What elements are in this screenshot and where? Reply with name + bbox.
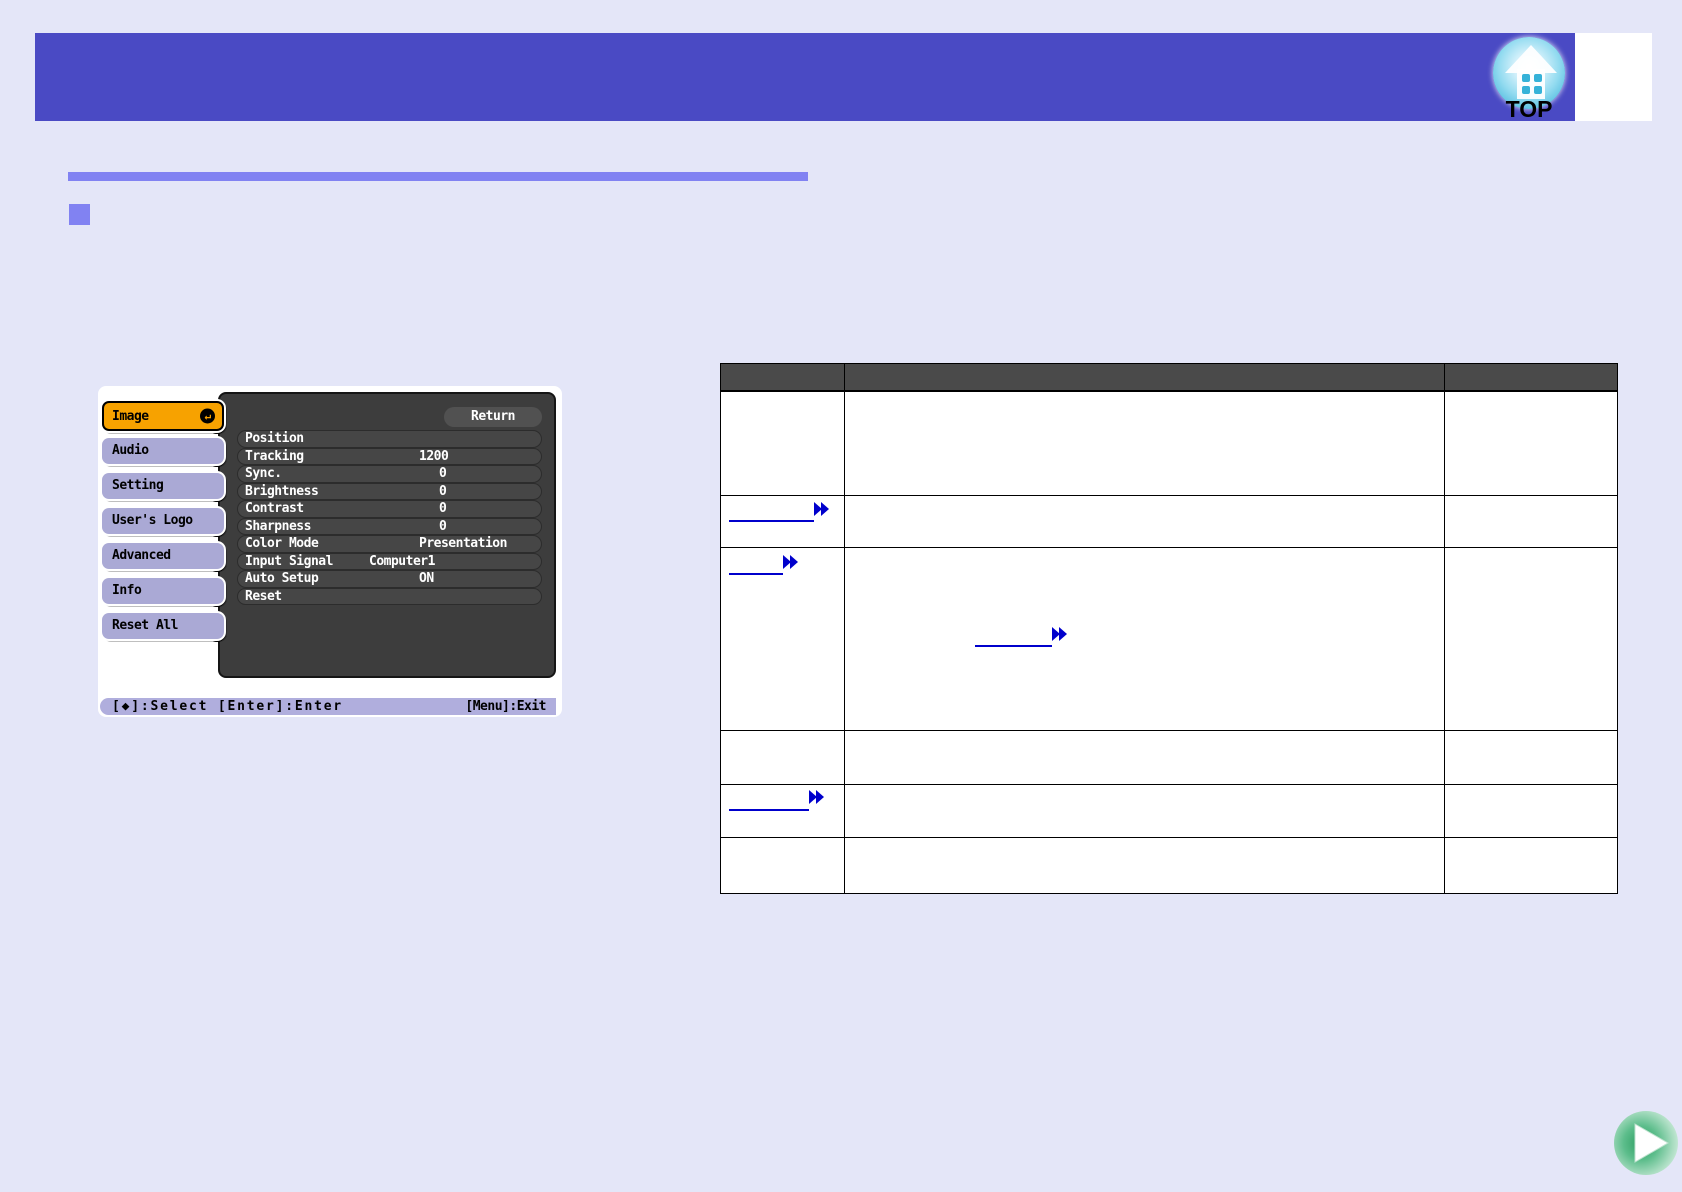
link-jump-icon[interactable]	[814, 502, 830, 516]
osd-sidebar-item-setting: Setting	[102, 473, 224, 499]
table-row	[720, 838, 1618, 894]
top-label: TOP	[1505, 96, 1553, 122]
next-page-button[interactable]	[1614, 1111, 1678, 1175]
osd-sidebar-label: User's Logo	[112, 513, 193, 528]
table-cell	[845, 785, 1445, 838]
table-cell	[1445, 496, 1618, 548]
title-underline	[68, 172, 808, 181]
top-home-icon	[1493, 37, 1565, 109]
table-cell	[1445, 785, 1618, 838]
top-link[interactable]: TOP	[1491, 36, 1567, 126]
osd-item-sharpness: Sharpness 0	[237, 517, 542, 535]
osd-status-right: [Menu]:Exit	[465, 699, 546, 714]
table-header-cell	[720, 363, 845, 392]
table-cell	[845, 731, 1445, 785]
table-cell	[720, 731, 845, 785]
osd-item-reset: Reset	[237, 587, 542, 605]
osd-return-button: Return	[444, 407, 542, 427]
osd-item-color-mode: Color Mode Presentation	[237, 535, 542, 553]
settings-table	[720, 363, 1618, 894]
table-cell	[1445, 731, 1618, 785]
osd-sidebar-item-advanced: Advanced	[102, 543, 224, 569]
table-cell	[1445, 838, 1618, 894]
osd-sidebar-item-users-logo: User's Logo	[102, 508, 224, 534]
table-header-cell	[845, 363, 1445, 392]
osd-status-left: [◆]:Select [Enter]:Enter	[112, 699, 344, 714]
header-corner-box	[1575, 33, 1652, 121]
osd-sidebar-label: Audio	[112, 443, 149, 458]
osd-sidebar-label: Advanced	[112, 548, 171, 563]
table-row	[720, 392, 1618, 496]
table-cell	[845, 496, 1445, 548]
table-cell	[1445, 392, 1618, 496]
osd-status-bar: [◆]:Select [Enter]:Enter [Menu]:Exit	[100, 698, 556, 715]
table-cell	[720, 392, 845, 496]
table-cell	[845, 548, 1445, 731]
osd-sidebar-item-info: Info	[102, 578, 224, 604]
link-underline[interactable]	[729, 573, 783, 575]
osd-panel: Return Position Tracking 1200 Sync. 0 Brig…	[218, 392, 556, 678]
link-jump-icon[interactable]	[1052, 627, 1068, 641]
table-header-row	[720, 363, 1618, 392]
table-row	[720, 496, 1618, 548]
osd-sidebar-item-reset-all: Reset All	[102, 613, 224, 639]
link-underline[interactable]	[729, 809, 809, 811]
osd-item-auto-setup: Auto Setup ON	[237, 570, 542, 588]
table-header-cell	[1445, 363, 1618, 392]
table-row	[720, 548, 1618, 731]
link-underline[interactable]	[729, 520, 814, 522]
osd-item-tracking: Tracking 1200	[237, 447, 542, 465]
osd-sidebar-item-audio: Audio	[102, 438, 224, 464]
table-cell	[720, 496, 845, 548]
table-cell	[720, 838, 845, 894]
osd-item-contrast: Contrast 0	[237, 500, 542, 518]
next-page-icon	[1634, 1123, 1670, 1163]
table-row	[720, 731, 1618, 785]
osd-sidebar-label: Reset All	[112, 618, 178, 633]
osd-item-sync: Sync. 0	[237, 465, 542, 483]
osd-item-brightness: Brightness 0	[237, 482, 542, 500]
osd-sidebar-label: Info	[112, 583, 142, 598]
enter-return-icon: ↵	[200, 408, 215, 424]
projector-osd-figure: Return Position Tracking 1200 Sync. 0 Brig…	[98, 386, 562, 717]
osd-sidebar-label: Image	[112, 409, 149, 424]
link-jump-icon[interactable]	[809, 790, 825, 804]
table-cell	[720, 785, 845, 838]
osd-item-position: Position	[237, 430, 542, 448]
link-underline[interactable]	[975, 645, 1052, 647]
osd-sidebar-label: Setting	[112, 478, 164, 493]
table-cell	[845, 838, 1445, 894]
table-row	[720, 785, 1618, 838]
table-cell	[720, 548, 845, 731]
osd-item-list: Position Tracking 1200 Sync. 0 Brightness 0…	[220, 430, 554, 605]
header-bar	[35, 33, 1575, 121]
section-bullet-icon	[69, 204, 90, 225]
table-cell	[845, 392, 1445, 496]
osd-sidebar-item-image: Image ↵	[102, 401, 224, 431]
osd-item-input-signal: Input Signal Computer1	[237, 552, 542, 570]
link-jump-icon[interactable]	[783, 555, 799, 569]
table-cell	[1445, 548, 1618, 731]
